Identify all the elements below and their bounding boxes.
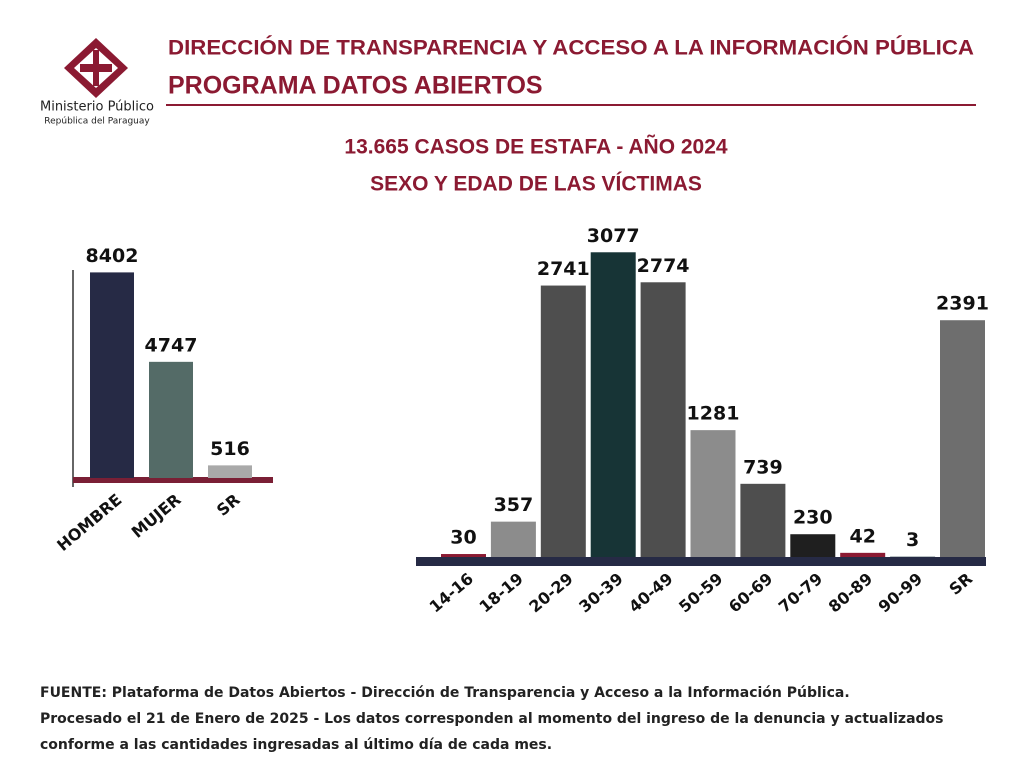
left-baseline — [73, 477, 273, 483]
value-label: 3 — [906, 529, 919, 551]
value-label: 1281 — [687, 403, 740, 425]
bar — [149, 361, 193, 478]
x-tick-label: SR — [945, 569, 975, 599]
x-tick-label: 30-39 — [575, 569, 626, 616]
x-tick-label: 14-16 — [426, 569, 477, 616]
right-baseline — [416, 557, 986, 566]
value-label: 3077 — [587, 225, 640, 247]
program-title: PROGRAMA DATOS ABIERTOS — [168, 72, 543, 100]
bar — [790, 534, 836, 557]
chart-subtitle: SEXO Y EDAD DE LAS VÍCTIMAS — [370, 173, 702, 196]
value-label: 739 — [743, 456, 783, 478]
footer-line: Procesado el 21 de Enero de 2025 - Los d… — [40, 711, 944, 727]
bar — [490, 521, 536, 557]
x-tick-label: MUJER — [128, 490, 185, 542]
chart-title: 13.665 CASOS DE ESTAFA - AÑO 2024 — [344, 136, 728, 159]
x-tick-label: 80-89 — [825, 569, 876, 616]
x-tick-label: 50-59 — [675, 569, 726, 616]
bar — [740, 483, 786, 557]
x-tick-label: 40-49 — [625, 569, 676, 616]
value-label: 2774 — [637, 255, 690, 277]
org-sub: República del Paraguay — [44, 117, 150, 127]
logo — [64, 38, 128, 98]
bar — [90, 272, 134, 478]
x-tick-label: 18-19 — [475, 569, 526, 616]
header-title: DIRECCIÓN DE TRANSPARENCIA Y ACCESO A LA… — [168, 36, 974, 60]
value-label: 2741 — [537, 258, 590, 280]
footer-line: conforme a las cantidades ingresadas al … — [40, 737, 552, 753]
value-label: 8402 — [86, 245, 139, 267]
value-label: 30 — [450, 527, 476, 549]
bar — [690, 430, 736, 557]
value-label: 230 — [793, 507, 833, 529]
x-tick-label: SR — [213, 490, 243, 520]
bar — [590, 252, 636, 557]
bar — [840, 552, 886, 557]
value-label: 42 — [849, 525, 875, 547]
value-label: 357 — [494, 494, 534, 516]
bar — [640, 282, 686, 557]
x-tick-label: HOMBRE — [53, 490, 125, 555]
bar — [940, 320, 985, 557]
bar — [441, 554, 486, 557]
org-name: Ministerio Público — [40, 100, 154, 115]
bar — [208, 465, 252, 478]
footer-line: FUENTE: Plataforma de Datos Abiertos - D… — [40, 685, 850, 701]
x-tick-label: 60-69 — [725, 569, 776, 616]
value-label: 516 — [210, 438, 250, 460]
x-tick-label: 90-99 — [875, 569, 926, 616]
value-label: 2391 — [936, 293, 989, 315]
x-tick-label: 20-29 — [525, 569, 576, 616]
value-label: 4747 — [145, 334, 198, 356]
bar — [540, 285, 586, 557]
x-tick-label: 70-79 — [775, 569, 826, 616]
